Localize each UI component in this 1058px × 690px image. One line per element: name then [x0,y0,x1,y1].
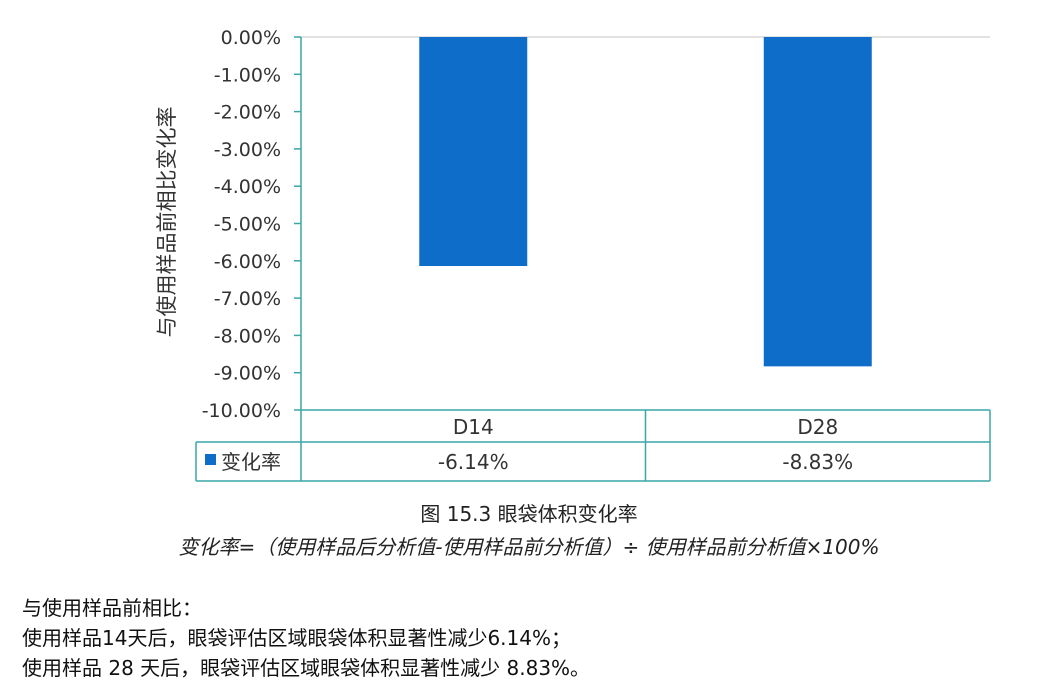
y-tick-label: -8.00% [214,325,281,347]
y-tick-label: -5.00% [214,214,281,236]
y-tick-label: -3.00% [214,139,281,161]
legend-swatch [205,454,216,465]
legend-label: 变化率 [221,450,281,474]
y-tick-label: -1.00% [214,64,281,86]
y-tick-label: -10.00% [202,400,281,422]
y-tick-label: -6.00% [214,251,281,273]
y-tick-labels: 0.00% -1.00% -2.00% -3.00% -4.00% -5.00% -6.00… [202,27,301,422]
category-label: D28 [797,415,838,439]
data-label: -6.14% [438,450,509,474]
data-table: D14 -6.14% D28 -8.83% 变化率 [195,409,991,482]
y-tick-label: 0.00% [221,27,281,49]
y-axis-label: 与使用样品前相比变化率 [155,107,179,338]
y-tick-label: -2.00% [214,102,281,124]
formula-text: 变化率=（使用样品后分析值-使用样品前分析值）÷ 使用样品前分析值×100% [178,535,880,559]
y-tick-label: -4.00% [214,176,281,198]
paragraph-line-1: 与使用样品前相比： [22,596,202,620]
y-tick-label: -9.00% [214,363,281,385]
figure-caption: 图 15.3 眼袋体积变化率 [420,502,638,526]
y-tick-label: -7.00% [214,288,281,310]
data-label: -8.83% [782,450,853,474]
category-label: D14 [453,415,494,439]
bars [419,37,872,367]
bar-chart: 0.00% -1.00% -2.00% -3.00% -4.00% -5.00% -6.00… [155,27,991,482]
bar-D28 [763,37,872,367]
paragraph-line-2: 使用样品14天后，眼袋评估区域眼袋体积显著性减少6.14%； [22,626,571,650]
paragraph-line-3: 使用样品 28 天后，眼袋评估区域眼袋体积显著性减少 8.83%。 [22,656,591,680]
bar-D14 [419,37,528,267]
